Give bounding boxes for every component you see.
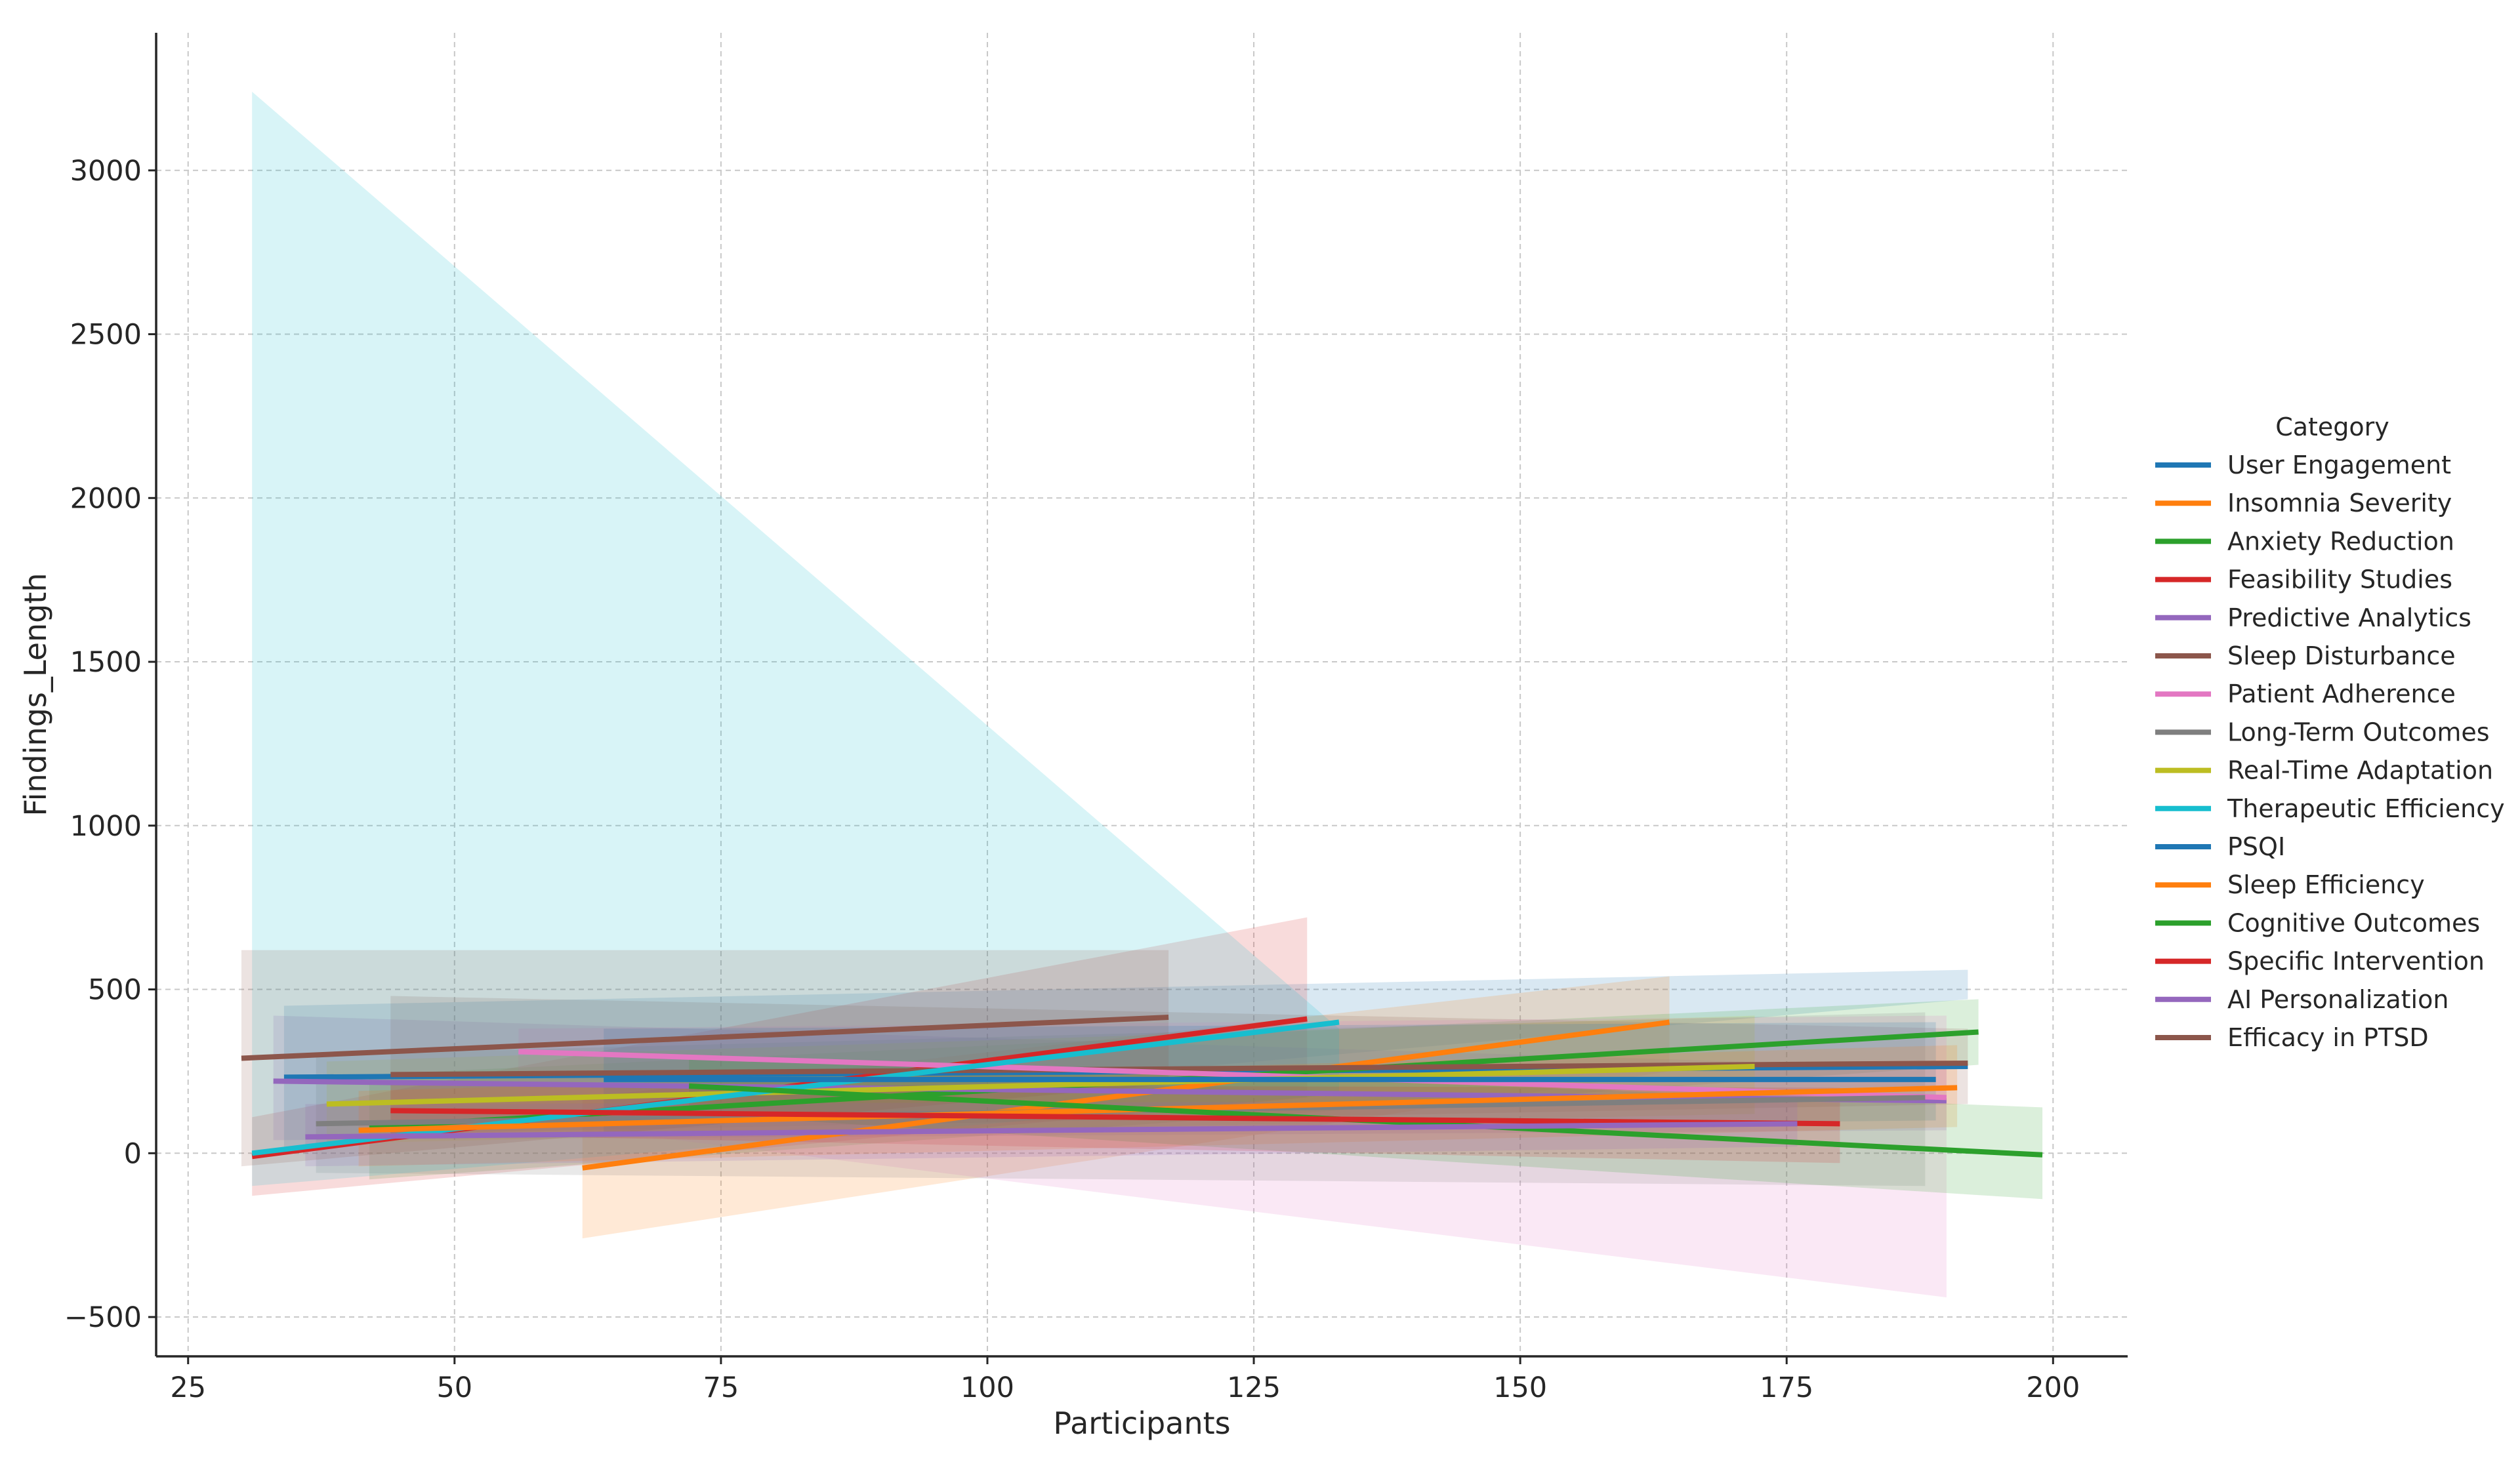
- legend-label: Therapeutic Efficiency: [2227, 794, 2505, 823]
- series-line: [251, 1019, 1340, 1156]
- series-line: [390, 1060, 1968, 1078]
- y-tick-label: −500: [64, 1301, 142, 1334]
- confidence-band: [358, 1045, 1958, 1167]
- legend-label: Real-Time Adaptation: [2227, 756, 2493, 785]
- legend-label: Specific Intervention: [2227, 947, 2485, 976]
- x-tick-label: 50: [436, 1371, 472, 1404]
- y-tick-label: 3000: [70, 155, 142, 188]
- axes: Participants Findings_Length 25 50 75 100 12…: [18, 33, 2128, 1441]
- legend-label: Efficacy in PTSD: [2227, 1023, 2429, 1052]
- legend-label: Cognitive Outcomes: [2227, 908, 2480, 937]
- y-axis-title: Findings_Length: [18, 573, 53, 816]
- series-line: [241, 1015, 1169, 1061]
- y-tick-label: 1500: [70, 646, 142, 679]
- x-tick-label: 75: [703, 1371, 739, 1404]
- legend-label: AI Personalization: [2227, 985, 2448, 1014]
- confidence-band: [252, 91, 1339, 1186]
- legend-label: PSQI: [2227, 832, 2285, 861]
- series-line: [390, 1108, 1840, 1127]
- x-axis-title: Participants: [1053, 1406, 1230, 1441]
- legend-label: Insomnia Severity: [2227, 489, 2452, 517]
- legend: Category User Engagement Insomnia Severit…: [2155, 413, 2505, 1052]
- y-tick-label: 2000: [70, 482, 142, 515]
- legend-label: Patient Adherence: [2227, 679, 2456, 708]
- y-tick-label: 0: [124, 1137, 142, 1170]
- legend-label: Feasibility Studies: [2227, 565, 2452, 594]
- series-line: [305, 1121, 1798, 1140]
- y-tick-label: 2500: [70, 319, 142, 352]
- x-tick-label: 200: [2026, 1371, 2080, 1404]
- y-tick-label: 500: [88, 974, 142, 1007]
- x-tick-label: 125: [1227, 1371, 1281, 1404]
- legend-label: User Engagement: [2227, 451, 2451, 479]
- series-line: [326, 1063, 1755, 1107]
- legend-label: Anxiety Reduction: [2227, 527, 2454, 556]
- x-tick-label: 175: [1760, 1371, 1813, 1404]
- series-line: [518, 1049, 1947, 1101]
- legend-label: Predictive Analytics: [2227, 603, 2471, 632]
- regression-lines: [241, 1015, 2043, 1171]
- x-tick-label: 25: [170, 1371, 206, 1404]
- y-tick-label: 1000: [70, 810, 142, 843]
- legend-label: Long-Term Outcomes: [2227, 718, 2490, 746]
- x-tick-label: 150: [1493, 1371, 1547, 1404]
- legend-title: Category: [2275, 413, 2389, 441]
- grid-lines: [156, 33, 2128, 1356]
- legend-label: Sleep Disturbance: [2227, 641, 2456, 670]
- series-line: [582, 1019, 1670, 1171]
- confidence-band: [283, 969, 1968, 1147]
- legend-label: Sleep Efficiency: [2227, 870, 2425, 899]
- x-tick-label: 100: [960, 1371, 1014, 1404]
